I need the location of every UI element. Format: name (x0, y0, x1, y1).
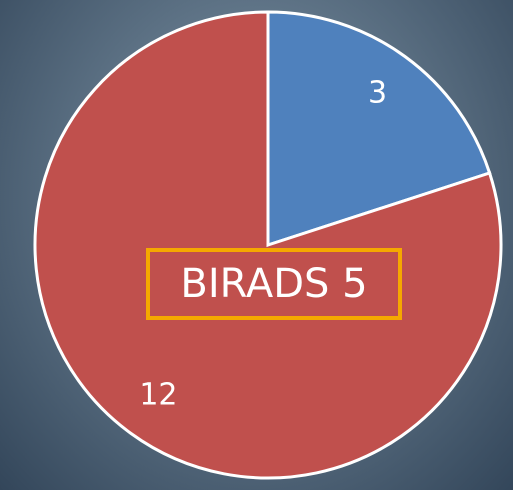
slice-label: 3 (368, 76, 387, 111)
pie-slice (266, 10, 492, 248)
slice-label: 12 (139, 377, 177, 412)
annotation-box (146, 248, 402, 320)
pie-slice (33, 10, 503, 480)
annotation: BIRADS 5 (180, 261, 367, 307)
